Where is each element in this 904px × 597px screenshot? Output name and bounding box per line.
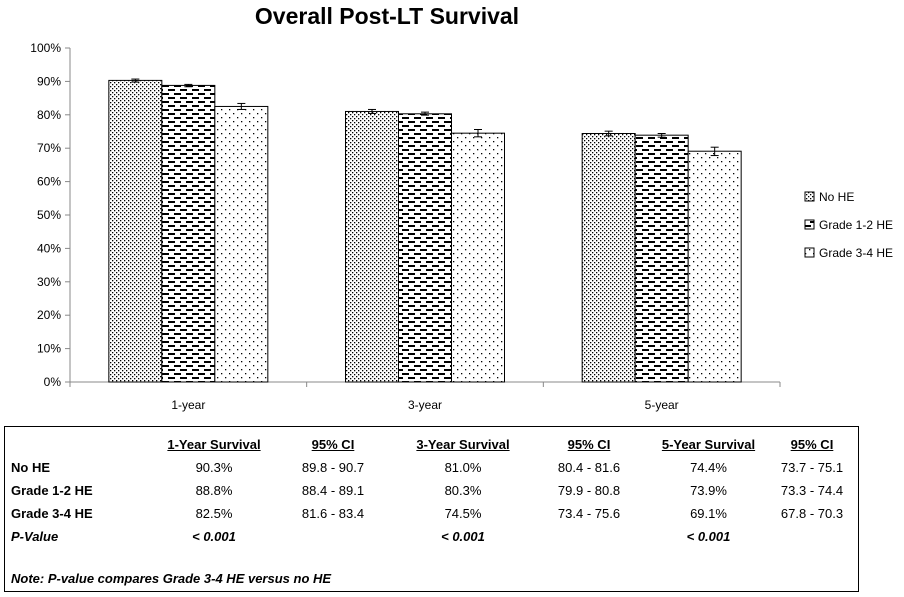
table-note: Note: P-value compares Grade 3-4 HE vers…	[11, 571, 332, 586]
header-blank	[5, 433, 155, 456]
bar	[108, 79, 163, 383]
legend-label: Grade 3-4 HE	[819, 246, 893, 260]
legend-label: No HE	[819, 190, 854, 204]
header-cell: 95% CI	[567, 437, 611, 452]
bar	[451, 132, 505, 383]
table-cell: 73.9%	[690, 483, 727, 498]
table-cell: 81.0%	[444, 460, 482, 475]
table-cell: 74.5%	[444, 506, 482, 521]
survival-statistics-table: 1-Year Survival 95% CI 3-Year Survival 9…	[4, 426, 859, 592]
pvalue-cell: < 0.001	[686, 529, 731, 544]
chart-title: Overall Post-LT Survival	[255, 3, 519, 29]
table-header-row: 1-Year Survival 95% CI 3-Year Survival 9…	[5, 433, 852, 456]
empty-cell	[273, 525, 393, 548]
table-cell: 73.3 - 74.4	[780, 483, 844, 498]
table-cell: 80.4 - 81.6	[557, 460, 621, 475]
y-tick-label: 40%	[37, 241, 61, 255]
stats-grid: 1-Year Survival 95% CI 3-Year Survival 9…	[5, 433, 852, 548]
bar	[687, 150, 742, 383]
x-tick-label: 1-year	[171, 398, 205, 412]
table-cell: 80.3%	[444, 483, 482, 498]
pvalue-row: P-Value < 0.001 < 0.001 < 0.001	[5, 525, 852, 548]
table-cell: 79.9 - 80.8	[557, 483, 621, 498]
header-cell: 95% CI	[790, 437, 834, 452]
row-label: No HE	[11, 460, 50, 475]
table-cell: 73.4 - 75.6	[557, 506, 621, 521]
bar	[634, 134, 689, 383]
x-tick-label: 5-year	[645, 398, 679, 412]
row-label: Grade 1-2 HE	[11, 483, 93, 498]
table-cell: 74.4%	[690, 460, 727, 475]
table-cell: 82.5%	[195, 506, 233, 521]
y-tick-label: 70%	[37, 141, 61, 155]
y-tick-label: 20%	[37, 308, 61, 322]
bar	[581, 133, 636, 383]
bar	[345, 110, 399, 383]
table-cell: 69.1%	[690, 506, 727, 521]
table-row: No HE 90.3% 89.8 - 90.7 81.0% 80.4 - 81.…	[5, 456, 852, 479]
table-cell: 90.3%	[195, 460, 233, 475]
table-cell: 88.8%	[195, 483, 233, 498]
bar	[214, 105, 269, 383]
table-cell: 73.7 - 75.1	[780, 460, 844, 475]
pvalue-cell: < 0.001	[192, 529, 236, 544]
table-cell: 88.4 - 89.1	[301, 483, 365, 498]
pvalue-cell: < 0.001	[441, 529, 485, 544]
empty-cell	[772, 525, 852, 548]
legend: No HE Grade 1-2 HE Grade 3-4 HE	[804, 190, 893, 260]
legend-swatch	[804, 247, 815, 258]
bar	[398, 113, 452, 383]
pvalue-label: P-Value	[11, 529, 59, 544]
y-tick-label: 80%	[37, 108, 61, 122]
legend-label: Grade 1-2 HE	[819, 218, 893, 232]
survival-bar-chart: Overall Post-LT Survival 0% 10% 20% 30% 40% 5…	[30, 3, 893, 412]
table-cell: 81.6 - 83.4	[301, 506, 365, 521]
table-row: Grade 1-2 HE 88.8% 88.4 - 89.1 80.3% 79.…	[5, 479, 852, 502]
y-tick-label: 30%	[37, 275, 61, 289]
header-cell: 95% CI	[311, 437, 355, 452]
y-tick-label: 90%	[37, 74, 61, 88]
legend-swatch	[804, 219, 815, 230]
y-tick-label: 100%	[30, 41, 61, 55]
row-label: Grade 3-4 HE	[11, 506, 93, 521]
table-row: Grade 3-4 HE 82.5% 81.6 - 83.4 74.5% 73.…	[5, 502, 852, 525]
y-tick-label: 60%	[37, 175, 61, 189]
header-cell: 1-Year Survival	[167, 437, 261, 452]
table-cell: 67.8 - 70.3	[780, 506, 844, 521]
y-tick-label: 10%	[37, 342, 61, 356]
empty-cell	[533, 525, 645, 548]
plot-area: 0% 10% 20% 30% 40% 50% 60% 70% 80% 90% 100% 1-year 3…	[30, 41, 781, 412]
table-cell: 89.8 - 90.7	[301, 460, 365, 475]
legend-swatch	[804, 191, 815, 202]
bar	[161, 84, 216, 383]
x-tick-label: 3-year	[408, 398, 442, 412]
y-tick-label: 50%	[37, 208, 61, 222]
header-cell: 5-Year Survival	[661, 437, 756, 452]
y-tick-label: 0%	[44, 375, 62, 389]
header-cell: 3-Year Survival	[416, 437, 510, 452]
